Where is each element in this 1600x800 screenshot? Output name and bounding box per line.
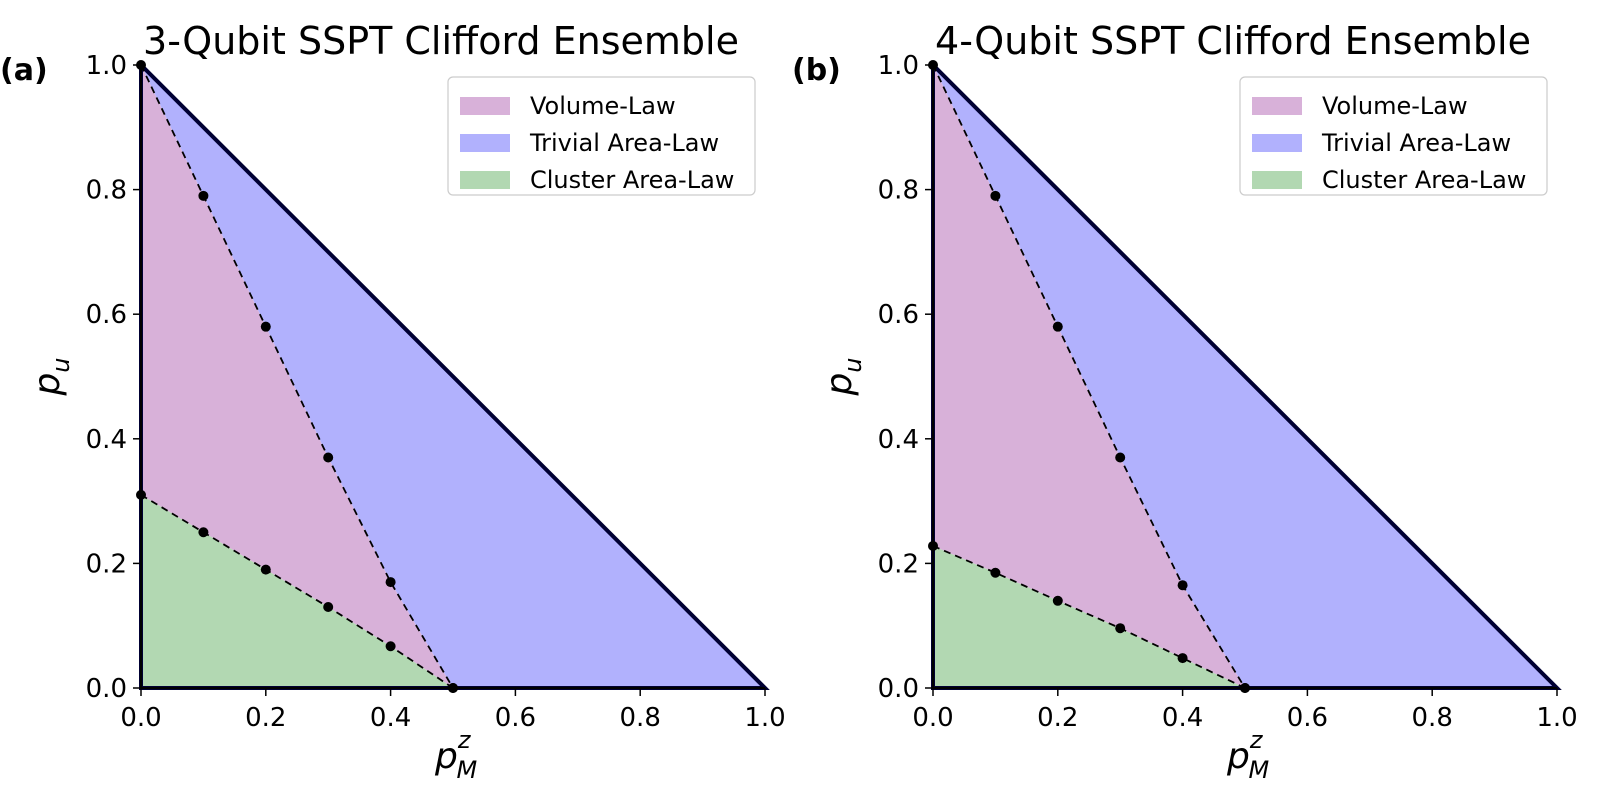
transition-point-lower-2: [1052, 595, 1063, 606]
x-tick-label: 0.0: [912, 703, 953, 733]
x-tick-label: 0.0: [120, 703, 161, 733]
transition-point-upper-3: [323, 452, 334, 463]
y-tick-label: 0.2: [86, 549, 127, 579]
legend-entry-1: Trivial Area-Law: [529, 129, 719, 157]
legend-swatch-0: [460, 97, 510, 115]
chart-title: 3-Qubit SSPT Clifford Ensemble: [143, 19, 739, 63]
legend-swatch-0: [1252, 97, 1302, 115]
transition-line-upper: [140, 64, 454, 689]
y-tick-label: 0.2: [878, 549, 919, 579]
legend: Volume-Law Trivial Area-Law Cluster Area-L…: [447, 76, 756, 196]
transition-point-lower-1: [990, 567, 1001, 578]
panel-label: (a): [0, 53, 48, 88]
legend-box: [447, 76, 756, 196]
y-tick-label: 0.8: [86, 176, 127, 206]
x-tick-label: 0.8: [1412, 703, 1453, 733]
panel-1: 0.0 0.2 0.4 0.6 0.8 1.0 0.0 0.2 0.4 0.6 0.8 1.0 4-Qu…: [792, 19, 1578, 784]
y-tick-label: 0.8: [878, 176, 919, 206]
y-tick-label: 0.0: [878, 674, 919, 704]
x-tick-label: 0.6: [495, 703, 536, 733]
y-tick-label: 0.4: [878, 425, 919, 455]
y-tick-label: 0.6: [86, 300, 127, 330]
y-tick-label: 0.4: [86, 425, 127, 455]
transition-point-upper-4: [385, 577, 396, 588]
x-tick-label: 0.6: [1287, 703, 1328, 733]
y-tick-label: 0.0: [86, 674, 127, 704]
transition-line-upper: [932, 64, 1246, 689]
legend-entry-2: Cluster Area-Law: [1322, 166, 1526, 194]
transition-point-upper-1: [198, 190, 209, 201]
transition-point-upper-4: [1177, 580, 1188, 591]
chart-title: 4-Qubit SSPT Clifford Ensemble: [935, 19, 1531, 63]
x-tick-label: 0.2: [245, 703, 286, 733]
x-tick-label: 0.4: [1162, 703, 1203, 733]
legend: Volume-Law Trivial Area-Law Cluster Area-L…: [1239, 76, 1548, 196]
x-tick-label: 1.0: [1536, 703, 1577, 733]
transition-point-upper-2: [260, 321, 271, 332]
legend-swatch-1: [460, 134, 510, 152]
y-tick-label: 0.6: [878, 300, 919, 330]
legend-box: [1239, 76, 1548, 196]
transition-point-lower-3: [323, 602, 334, 613]
x-tick-label: 0.4: [370, 703, 411, 733]
y-tick-label: 1.0: [86, 51, 127, 81]
transition-point-lower-3: [1115, 623, 1126, 634]
legend-entry-0: Volume-Law: [1322, 92, 1468, 120]
transition-line-lower: [140, 494, 454, 689]
x-tick-label: 1.0: [744, 703, 785, 733]
region-volume-law: [141, 65, 453, 688]
transition-point-lower-2: [260, 564, 271, 575]
panel-label: (b): [792, 53, 841, 88]
transition-point-lower-4: [1177, 653, 1188, 664]
x-tick-label: 0.8: [620, 703, 661, 733]
legend-swatch-1: [1252, 134, 1302, 152]
panel-0: 0.0 0.2 0.4 0.6 0.8 1.0 0.0 0.2 0.4 0.6 0.8 1.0 3-Qu…: [0, 19, 786, 784]
legend-entry-2: Cluster Area-Law: [530, 166, 734, 194]
x-tick-label: 0.2: [1037, 703, 1078, 733]
y-axis-label: pu: [819, 357, 867, 396]
region-cluster-area-law: [933, 545, 1245, 688]
transition-point-lower-1: [198, 527, 209, 538]
transition-point-upper-1: [990, 190, 1001, 201]
region-cluster-area-law: [141, 494, 453, 688]
transition-point-upper-3: [1115, 452, 1126, 463]
y-tick-label: 1.0: [878, 51, 919, 81]
transition-point-lower-4: [385, 641, 396, 652]
x-axis-label: pz M: [1226, 726, 1269, 784]
region-volume-law: [933, 65, 1245, 688]
legend-entry-1: Trivial Area-Law: [1321, 129, 1511, 157]
x-axis-label: pz M: [434, 726, 477, 784]
transition-point-upper-2: [1052, 321, 1063, 332]
legend-entry-0: Volume-Law: [530, 92, 676, 120]
transition-line-lower: [932, 545, 1246, 689]
legend-swatch-2: [460, 171, 510, 189]
y-axis-label: pu: [27, 357, 75, 396]
legend-swatch-2: [1252, 171, 1302, 189]
